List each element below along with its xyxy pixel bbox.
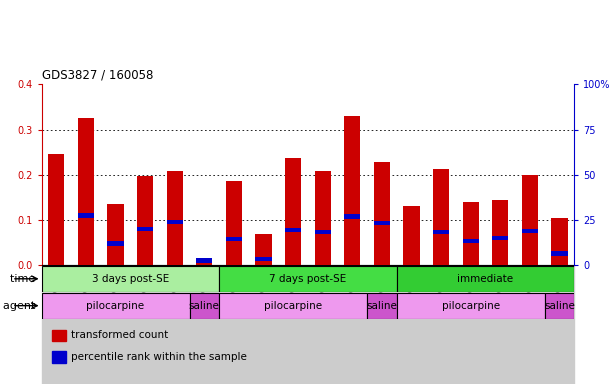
Bar bbox=[78, 213, 94, 218]
Bar bbox=[285, 227, 301, 232]
Text: agent: agent bbox=[2, 301, 38, 311]
Bar bbox=[137, 176, 153, 265]
Bar bbox=[492, 200, 508, 265]
Bar bbox=[433, 230, 449, 234]
Bar bbox=[167, 220, 183, 224]
Bar bbox=[219, 266, 397, 292]
Bar bbox=[52, 351, 65, 363]
Bar bbox=[196, 260, 213, 265]
Text: saline: saline bbox=[367, 301, 397, 311]
Bar bbox=[137, 227, 153, 231]
Bar bbox=[374, 221, 390, 225]
Bar bbox=[397, 266, 574, 292]
Bar bbox=[344, 116, 360, 265]
Bar bbox=[397, 293, 545, 319]
Bar bbox=[374, 162, 390, 265]
Bar bbox=[551, 218, 568, 265]
Bar bbox=[42, 266, 219, 292]
Text: 7 days post-SE: 7 days post-SE bbox=[269, 274, 346, 284]
Text: percentile rank within the sample: percentile rank within the sample bbox=[71, 352, 247, 362]
Bar bbox=[463, 239, 479, 243]
Bar bbox=[42, 293, 189, 319]
Text: pilocarpine: pilocarpine bbox=[264, 301, 322, 311]
Bar bbox=[255, 234, 272, 265]
Text: pilocarpine: pilocarpine bbox=[87, 301, 145, 311]
Bar bbox=[52, 330, 65, 341]
Bar bbox=[78, 118, 94, 265]
Bar bbox=[545, 293, 574, 319]
Bar bbox=[492, 236, 508, 240]
Bar bbox=[463, 202, 479, 265]
Bar bbox=[226, 182, 242, 265]
Bar bbox=[344, 214, 360, 219]
Text: transformed count: transformed count bbox=[71, 331, 168, 341]
Bar bbox=[367, 293, 397, 319]
Text: time: time bbox=[10, 274, 38, 284]
Text: 3 days post-SE: 3 days post-SE bbox=[92, 274, 169, 284]
Text: pilocarpine: pilocarpine bbox=[442, 301, 500, 311]
Bar bbox=[522, 229, 538, 233]
Bar bbox=[167, 171, 183, 265]
Bar bbox=[522, 175, 538, 265]
Text: immediate: immediate bbox=[458, 274, 514, 284]
Text: GDS3827 / 160058: GDS3827 / 160058 bbox=[42, 69, 153, 82]
Bar bbox=[403, 206, 420, 265]
Bar bbox=[48, 154, 65, 265]
Bar bbox=[255, 257, 272, 262]
Bar bbox=[108, 242, 123, 246]
Text: saline: saline bbox=[189, 301, 220, 311]
Bar bbox=[108, 204, 123, 265]
Bar bbox=[196, 258, 213, 263]
Bar bbox=[315, 171, 331, 265]
Bar bbox=[219, 293, 367, 319]
Bar bbox=[433, 169, 449, 265]
Bar bbox=[285, 159, 301, 265]
Bar bbox=[189, 293, 219, 319]
Text: saline: saline bbox=[544, 301, 575, 311]
Bar bbox=[315, 230, 331, 234]
Bar bbox=[226, 237, 242, 241]
Bar bbox=[551, 252, 568, 256]
